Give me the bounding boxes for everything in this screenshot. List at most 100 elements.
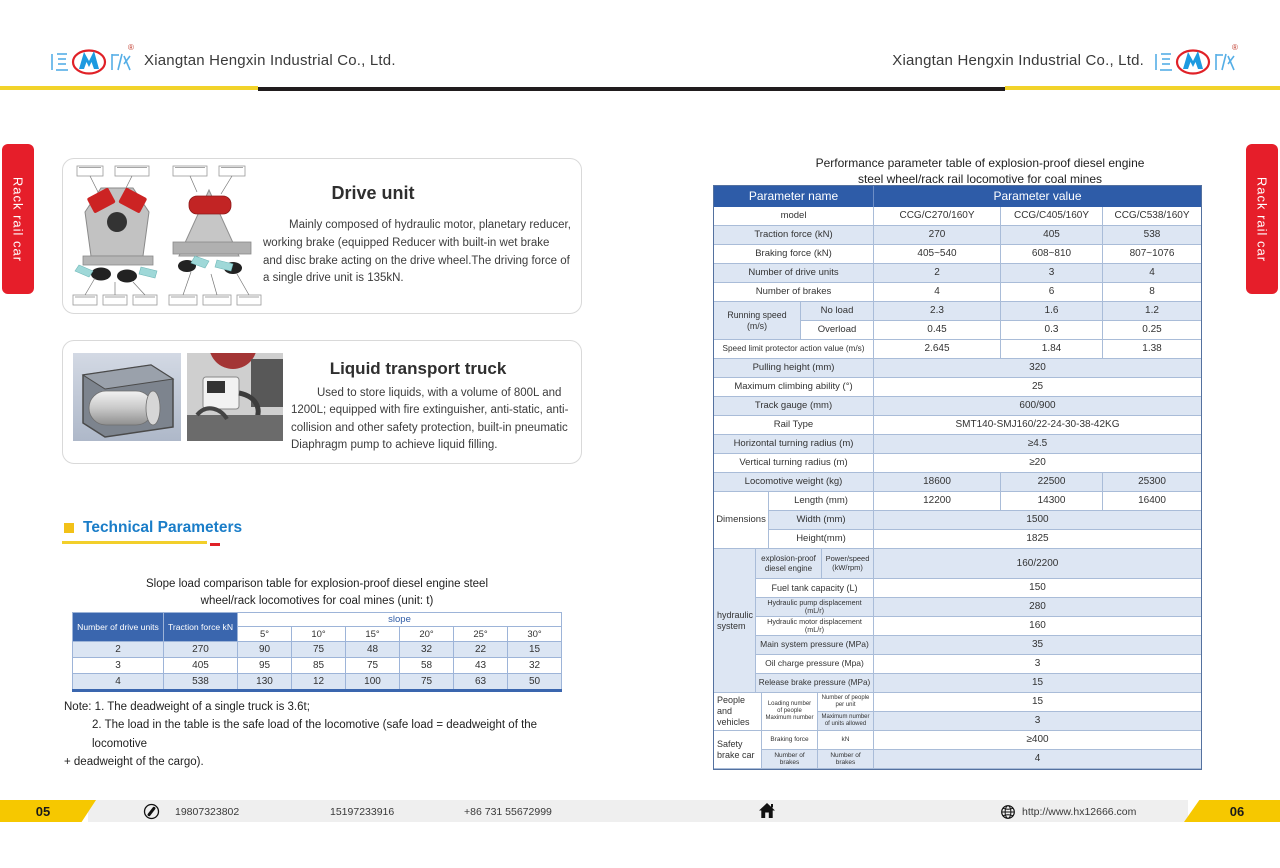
param-group-label: Dimensions xyxy=(714,492,769,549)
phone-number-3: +86 731 55672999 xyxy=(464,806,552,818)
param-name: Track gauge (mm) xyxy=(714,397,874,416)
param-name: Number of brakes xyxy=(714,283,874,302)
param-value: 608~810 xyxy=(1001,245,1103,264)
section-bullet-icon xyxy=(64,523,74,533)
param-value: 4 xyxy=(874,750,1201,769)
perf-header-name: Parameter name xyxy=(714,186,874,207)
slope-degree: 10° xyxy=(291,626,346,642)
param-value: 4 xyxy=(1103,264,1201,283)
liquid-truck-pump-image xyxy=(187,353,283,441)
param-group-label: hydraulic system xyxy=(714,549,756,693)
perf-row-length: Length (mm) 12200 14300 16400 xyxy=(769,492,1201,511)
performance-table: Parameter name Parameter value model CCG… xyxy=(713,185,1202,770)
slope-cell: 43 xyxy=(453,657,508,674)
slope-cell: 48 xyxy=(345,641,400,658)
param-value: 25300 xyxy=(1103,473,1201,492)
slope-header: slope xyxy=(237,612,562,627)
param-value: 1500 xyxy=(874,511,1201,530)
section-underline xyxy=(62,541,207,544)
param-name: model xyxy=(714,207,874,226)
perf-row-oil-pressure: Oil charge pressure (Mpa) 3 xyxy=(756,655,1201,674)
perf-row-model: model CCG/C270/160Y CCG/C405/160Y CCG/C5… xyxy=(714,207,1201,226)
page-number-left-label: 05 xyxy=(35,803,51,819)
param-value: ≥20 xyxy=(874,454,1201,473)
note-line1: Note: 1. The deadweight of a single truc… xyxy=(64,701,310,713)
perf-group-people: People and vehicles Loading number of pe… xyxy=(714,693,1201,731)
param-subname: Overload xyxy=(801,321,874,340)
perf-group-running-speed: Running speed (m/s) No load 2.3 1.6 1.2 … xyxy=(714,302,1201,340)
param-value: 14300 xyxy=(1001,492,1103,511)
perf-row-rail-type: Rail Type SMT140-SMJ160/22-24-30-38-42KG xyxy=(714,416,1201,435)
slope-table-title-line1: Slope load comparison table for explosio… xyxy=(145,578,489,590)
perf-row-engine: explosion-proof diesel engine Power/spee… xyxy=(756,549,1201,579)
param-subname: kN xyxy=(818,731,874,750)
perf-row-people-per-unit: Number of people per unit 15 xyxy=(818,693,1201,712)
callout-boxes-top xyxy=(76,165,246,177)
slope-col-drive-units: Number of drive units xyxy=(72,612,164,642)
param-group-label: Running speed (m/s) xyxy=(714,302,801,340)
slope-cell: 130 xyxy=(237,673,292,691)
header-rule-yellow-left xyxy=(0,86,258,90)
drive-unit-title: Drive unit xyxy=(331,183,415,203)
drive-unit-front-view xyxy=(74,187,158,283)
slope-cell: 95 xyxy=(237,657,292,674)
param-subname: Maximum number of units allowed xyxy=(818,712,874,731)
param-value: 1.38 xyxy=(1103,340,1201,359)
perf-row-pump: Hydraulic pump displacement (mL/r) 280 xyxy=(756,598,1201,617)
perf-group-hydraulic: hydraulic system explosion-proof diesel … xyxy=(714,549,1201,693)
param-value: 4 xyxy=(874,283,1001,302)
phone-number-1: 19807323802 xyxy=(175,806,240,818)
param-value: 405~540 xyxy=(874,245,1001,264)
performance-table-title-line2: steel wheel/rack rail locomotive for coa… xyxy=(857,172,1103,187)
side-tab-left: Rack rail car xyxy=(2,144,34,294)
slope-degree: 5° xyxy=(237,626,292,642)
callout-boxes-bottom xyxy=(72,294,262,306)
slope-table-title-line2: wheel/rack locomotives for coal mines (u… xyxy=(200,594,434,607)
side-tab-right: Rack rail car xyxy=(1246,144,1278,294)
perf-row-release-pressure: Release brake pressure (MPa) 15 xyxy=(756,674,1201,693)
param-value: 15 xyxy=(874,674,1201,693)
param-value: 1.6 xyxy=(1001,302,1103,321)
param-subname: Release brake pressure (MPa) xyxy=(756,674,874,693)
param-value: CCG/C270/160Y xyxy=(874,207,1001,226)
slope-cell: 32 xyxy=(507,657,562,674)
slope-cell: 405 xyxy=(163,657,238,674)
param-name: Braking force (kN) xyxy=(714,245,874,264)
param-value: CCG/C538/160Y xyxy=(1103,207,1201,226)
param-subname: Oil charge pressure (Mpa) xyxy=(756,655,874,674)
liquid-truck-title: Liquid transport truck xyxy=(329,359,507,378)
perf-row-loco-weight: Locomotive weight (kg) 18600 22500 25300 xyxy=(714,473,1201,492)
param-name: Speed limit protector action value (m/s) xyxy=(714,340,874,359)
param-value: 280 xyxy=(874,598,1201,617)
slope-load-table: Number of drive units Traction force kN … xyxy=(72,612,562,692)
param-name: Maximum climbing ability (°) xyxy=(714,378,874,397)
slope-cell: 75 xyxy=(345,657,400,674)
phone-icon xyxy=(143,803,160,820)
website-link[interactable]: http://www.hx12666.com xyxy=(1022,806,1137,818)
param-mid-label: Loading number of people Maximum number xyxy=(762,693,818,731)
param-subname: Fuel tank capacity (L) xyxy=(756,579,874,598)
param-subname: Width (mm) xyxy=(769,511,874,530)
page-number-right: 06 xyxy=(1184,800,1280,822)
param-value: 0.3 xyxy=(1001,321,1103,340)
param-value: 0.25 xyxy=(1103,321,1201,340)
globe-icon xyxy=(1001,805,1015,819)
param-name: Pulling height (mm) xyxy=(714,359,874,378)
slope-cell: 90 xyxy=(237,641,292,658)
param-value: 25 xyxy=(874,378,1201,397)
param-name: Number of drive units xyxy=(714,264,874,283)
perf-row-safety-num-brakes: Number of brakes Number of brakes 4 xyxy=(762,750,1201,769)
header-left: ® Xiangtan Hengxin Industrial Co., Ltd. xyxy=(48,42,396,78)
logo-char-xin xyxy=(111,53,131,71)
param-subname: Hydraulic motor displacement (mL/r) xyxy=(756,617,874,636)
slope-cell: 3 xyxy=(72,657,164,674)
param-value: 320 xyxy=(874,359,1201,378)
param-value: 2.3 xyxy=(874,302,1001,321)
perf-row-motor: Hydraulic motor displacement (mL/r) 160 xyxy=(756,617,1201,636)
param-name: Horizontal turning radius (m) xyxy=(714,435,874,454)
logo-char-heng xyxy=(51,53,68,71)
footer-bar xyxy=(88,800,1188,822)
param-value: 6 xyxy=(1001,283,1103,302)
slope-row: 4 538 130 12 100 75 63 50 xyxy=(72,673,562,691)
perf-group-safety: Safety brake car Braking force kN ≥400 N… xyxy=(714,731,1201,769)
